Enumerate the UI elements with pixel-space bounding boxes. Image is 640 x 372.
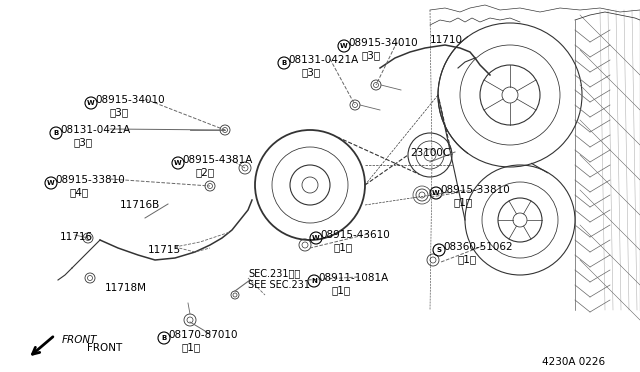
Text: 08170-87010: 08170-87010 [168,330,237,340]
Text: SEC.231参照: SEC.231参照 [248,268,300,278]
Text: 08131-0421A: 08131-0421A [288,55,358,65]
Text: W: W [47,180,55,186]
Text: W: W [174,160,182,166]
Text: 08915-33810: 08915-33810 [440,185,509,195]
Text: 08915-33810: 08915-33810 [55,175,125,185]
Text: （3）: （3） [74,137,93,147]
Text: （3）: （3） [302,67,321,77]
Text: 08915-43610: 08915-43610 [320,230,390,240]
Text: 11716B: 11716B [120,200,160,210]
Text: W: W [312,235,320,241]
Text: 23100C: 23100C [410,148,451,158]
Text: W: W [340,43,348,49]
Text: 4230A 0226: 4230A 0226 [542,357,605,367]
Text: SEE SEC.231: SEE SEC.231 [248,280,310,290]
Text: 08915-34010: 08915-34010 [348,38,418,48]
Text: 11710: 11710 [430,35,463,45]
Text: （3）: （3） [109,107,128,117]
Text: （1）: （1） [457,254,476,264]
Text: 08131-0421A: 08131-0421A [60,125,131,135]
Text: （1）: （1） [454,197,473,207]
Text: 08360-51062: 08360-51062 [443,242,513,252]
Text: （1）: （1） [332,285,351,295]
Text: 11718M: 11718M [105,283,147,293]
Text: B: B [161,335,166,341]
Text: （2）: （2） [196,167,215,177]
Text: 11715: 11715 [148,245,181,255]
Text: FRONT: FRONT [62,335,97,345]
Text: 08915-34010: 08915-34010 [95,95,164,105]
Text: （1）: （1） [334,242,353,252]
Text: B: B [282,60,287,66]
Text: （4）: （4） [69,187,88,197]
Text: W: W [87,100,95,106]
Text: S: S [436,247,442,253]
Text: 11716: 11716 [60,232,93,242]
Text: 08915-4381A: 08915-4381A [182,155,252,165]
Text: 08911-1081A: 08911-1081A [318,273,388,283]
Text: N: N [311,278,317,284]
Text: B: B [53,130,59,136]
Text: FRONT: FRONT [87,343,122,353]
Text: W: W [432,190,440,196]
Text: （1）: （1） [182,342,201,352]
Text: （3）: （3） [362,50,381,60]
